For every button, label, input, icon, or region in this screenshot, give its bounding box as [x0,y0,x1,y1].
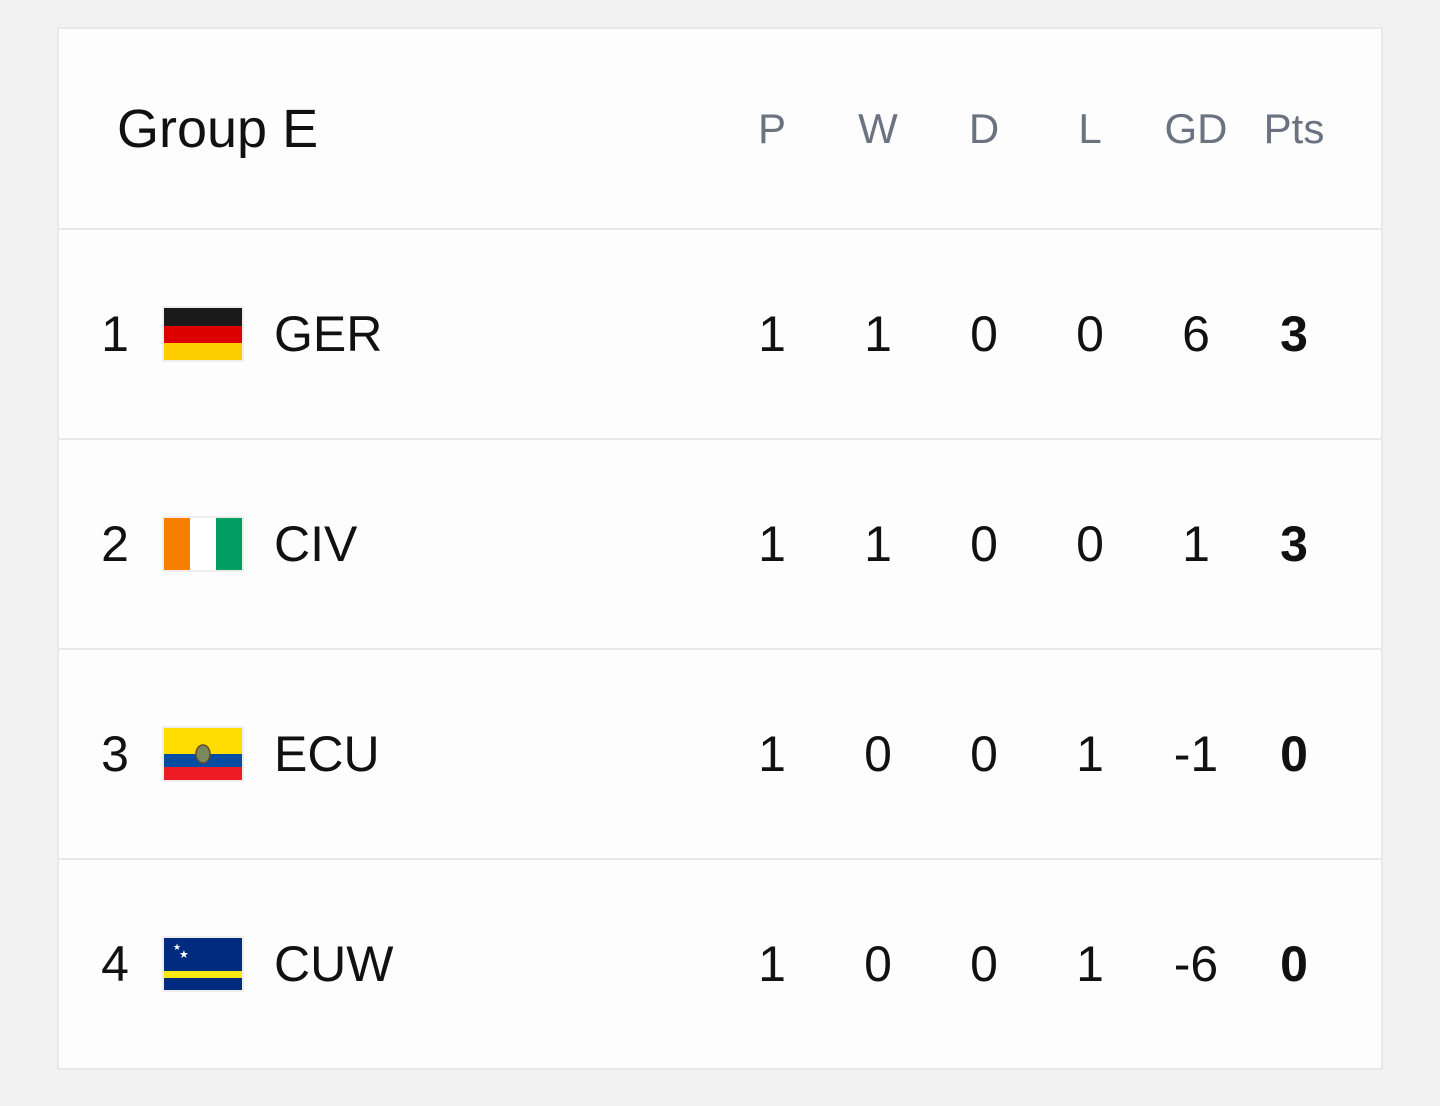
team-row[interactable]: 2 CIV 1 1 0 0 1 3 [59,438,1381,648]
stat: 0 [864,936,892,992]
flag: ★ ★ [162,936,244,992]
stat: 0 [864,726,892,782]
svg-text:★: ★ [173,942,181,952]
team-row[interactable]: 1 GER 1 1 0 0 6 3 [59,228,1381,438]
column-header: P [757,105,787,152]
team-name: GER [274,306,383,362]
stat: 1 [758,516,786,572]
rank: 1 [101,306,129,362]
team-name: CUW [274,936,394,992]
column-header: W [858,105,898,152]
stat: 1 [758,726,786,782]
group-title: Group E [117,99,319,159]
stat: 1 [758,936,786,992]
column-header: Pts [1263,105,1325,152]
rank: 2 [101,516,129,572]
stat: 0 [970,306,998,362]
stat: 6 [1182,306,1210,362]
flag [162,726,244,782]
stat: -1 [1173,726,1219,782]
stat: 0 [970,726,998,782]
stat: 0 [1076,306,1104,362]
table-header: Group E P W D L GD Pts [59,29,1381,228]
stat: 1 [1076,936,1104,992]
flag [162,306,244,362]
stat: 1 [1182,516,1210,572]
flag [162,516,244,572]
stat: 1 [864,516,892,572]
team-row[interactable]: 3 ECU 1 0 0 1 -1 0 [59,648,1381,858]
points: 0 [1280,726,1308,782]
team-name: CIV [274,516,358,572]
stat: 0 [970,936,998,992]
column-header: D [968,105,1000,152]
rank: 3 [101,726,129,782]
column-header: L [1078,105,1102,152]
stat: 1 [864,306,892,362]
column-header: GD [1164,105,1228,152]
points: 0 [1280,936,1308,992]
rank: 4 [101,936,129,992]
stat: 0 [970,516,998,572]
stat: 1 [758,306,786,362]
stat: 1 [1076,726,1104,782]
team-name: ECU [274,726,380,782]
svg-text:★: ★ [179,949,189,961]
stat: -6 [1173,936,1219,992]
stat: 0 [1076,516,1104,572]
points: 3 [1280,306,1308,362]
team-row[interactable]: ★ ★ 4 CUW 1 0 0 1 -6 0 [59,858,1381,1068]
points: 3 [1280,516,1308,572]
standings-card: Group E P W D L GD Pts 1 GER 1 1 0 0 6 3 2 CIV 1 1… [57,27,1383,1070]
